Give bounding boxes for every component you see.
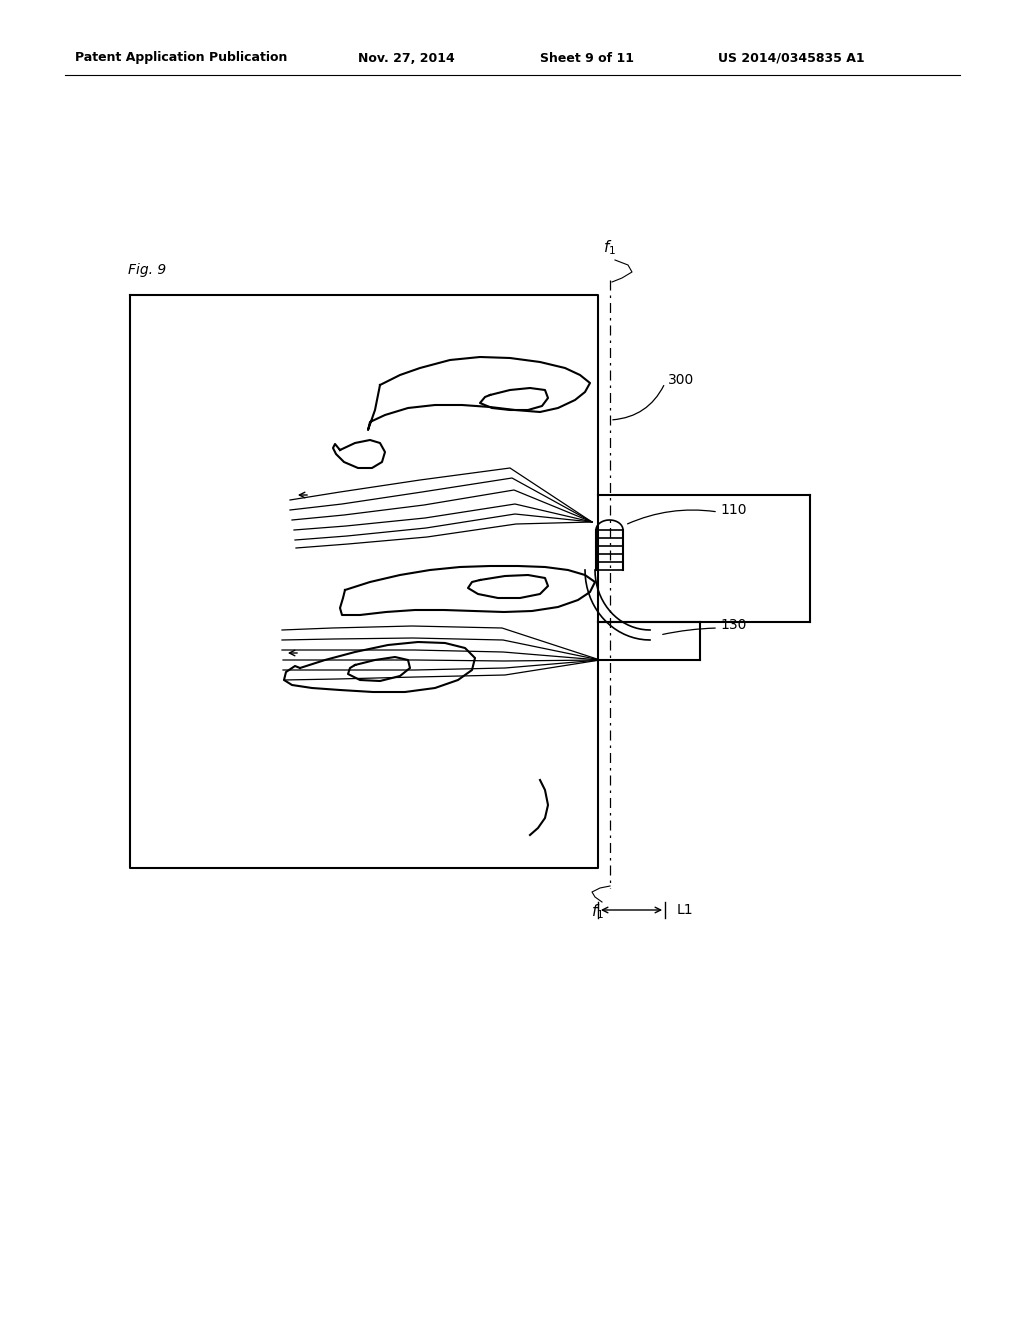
Text: Fig. 9: Fig. 9 (128, 263, 166, 277)
Text: 110: 110 (720, 503, 746, 517)
Text: $f_1$: $f_1$ (603, 239, 616, 257)
Text: Patent Application Publication: Patent Application Publication (75, 51, 288, 65)
Text: Sheet 9 of 11: Sheet 9 of 11 (540, 51, 634, 65)
Text: Nov. 27, 2014: Nov. 27, 2014 (358, 51, 455, 65)
Text: US 2014/0345835 A1: US 2014/0345835 A1 (718, 51, 864, 65)
Text: $f_1$: $f_1$ (592, 903, 604, 921)
Text: 300: 300 (668, 374, 694, 387)
Text: 130: 130 (720, 618, 746, 632)
Text: L1: L1 (677, 903, 693, 917)
